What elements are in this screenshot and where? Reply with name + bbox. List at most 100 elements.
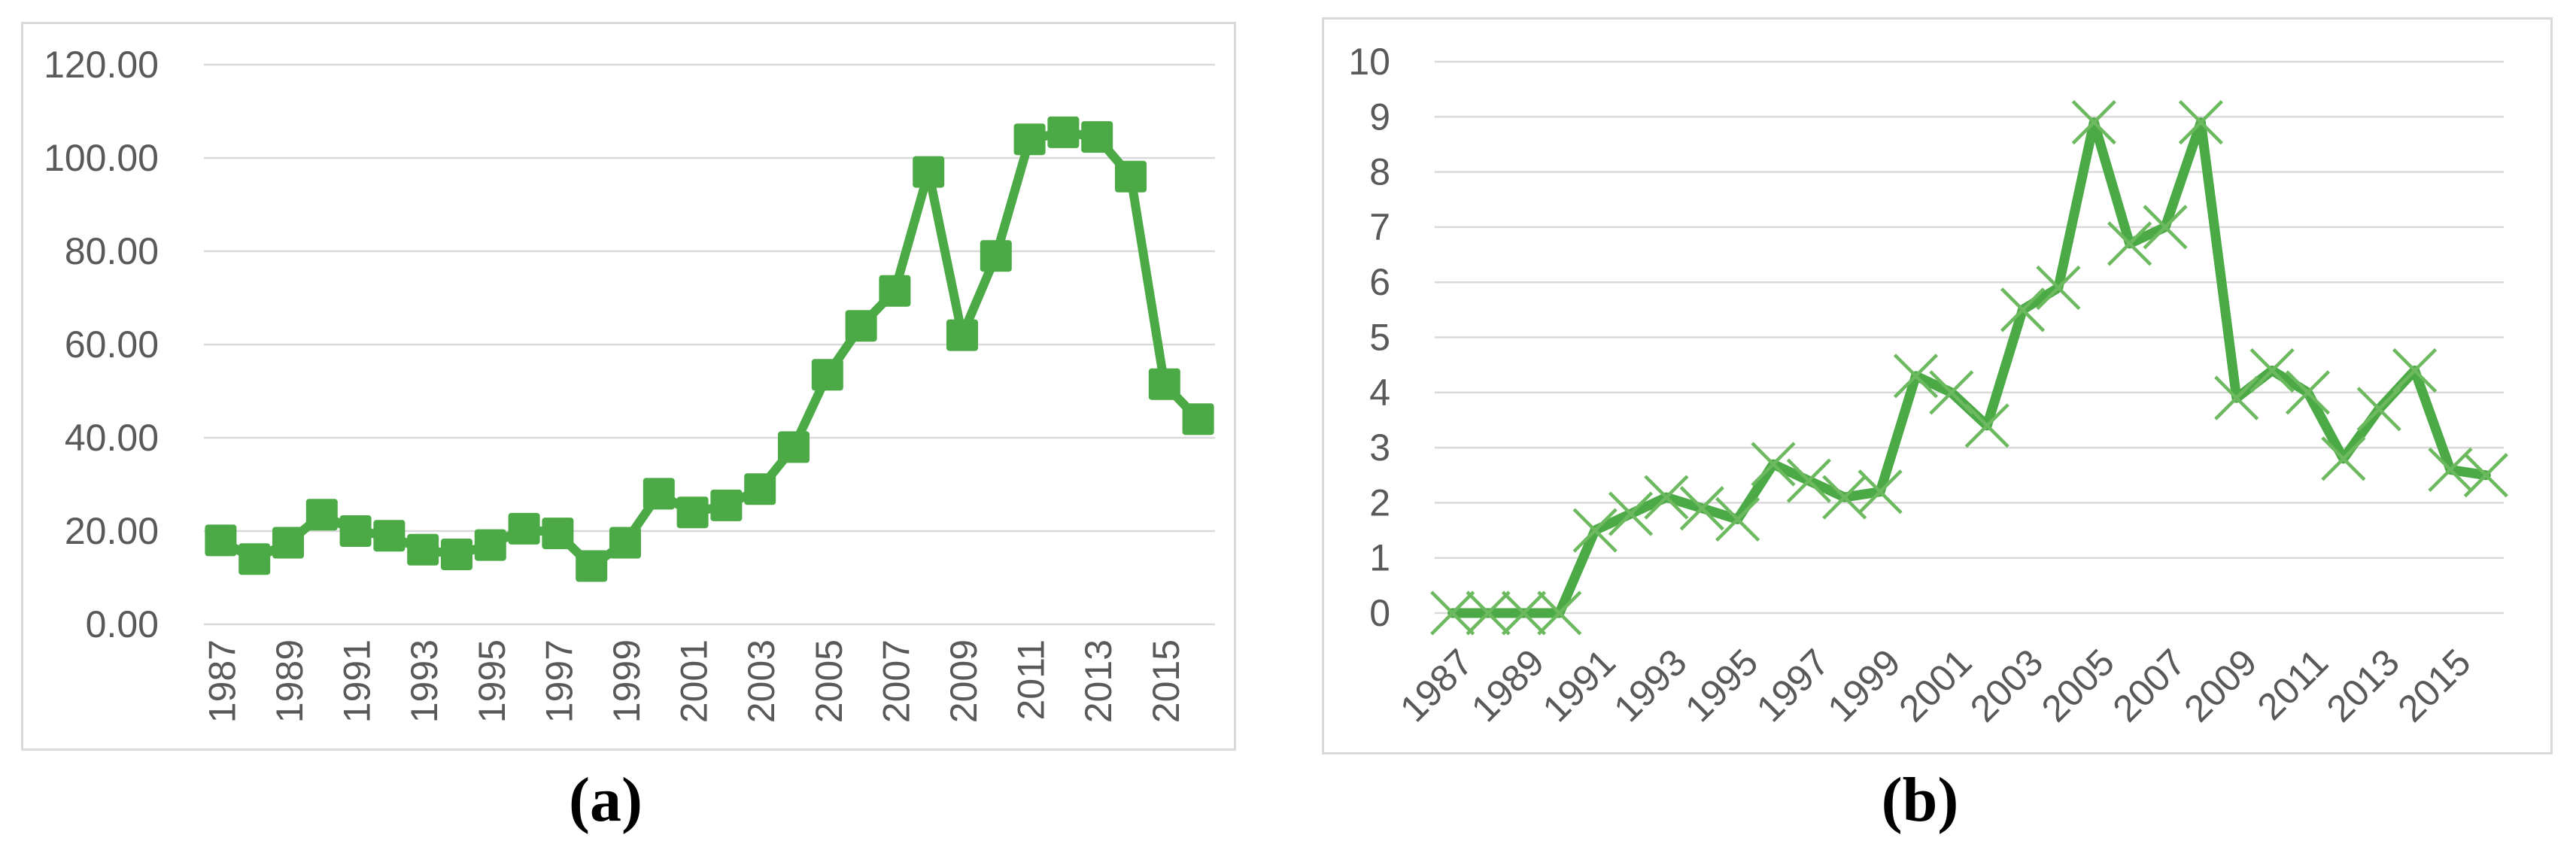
x-tick-1987: 1987 — [201, 639, 243, 723]
y-tick-0.00: 0.00 — [86, 603, 159, 645]
y-tick-60.00: 60.00 — [65, 323, 159, 366]
data-point-1989 — [272, 527, 304, 559]
line-chart-b: 0 1 2 3 4 5 6 7 8 9 10 1987198919911993199519971999… — [1348, 41, 2508, 730]
data-point-2007 — [879, 275, 911, 307]
y-tick-1: 1 — [1369, 537, 1390, 579]
data-point-1999 — [1858, 469, 1903, 515]
data-point-2012 — [1047, 116, 1080, 148]
data-point-2008 — [2178, 100, 2223, 145]
x-tick-2003: 2003 — [740, 639, 782, 723]
data-point-2000 — [1893, 354, 1939, 399]
data-point-2007 — [2143, 205, 2188, 250]
data-point-1989 — [1501, 590, 1547, 636]
x-tick-1989: 1989 — [269, 639, 311, 723]
y-tick-2: 2 — [1369, 481, 1390, 524]
x-tick-1995: 1995 — [471, 639, 513, 723]
data-point-1988 — [1466, 590, 1511, 636]
series-markers — [1430, 100, 2508, 636]
y-tick-120.00: 120.00 — [44, 44, 159, 86]
y-tick-labels: 0.00 20.00 40.00 60.00 80.00 100.00 120.00 — [44, 44, 159, 645]
x-tick-1991: 1991 — [1535, 641, 1624, 730]
data-point-1995 — [1715, 496, 1760, 542]
data-point-1999 — [609, 527, 641, 559]
data-point-1995 — [474, 529, 506, 561]
data-point-2014 — [2392, 348, 2438, 393]
x-tick-2001: 2001 — [673, 639, 715, 723]
y-tick-40.00: 40.00 — [65, 417, 159, 459]
data-point-2000 — [642, 478, 675, 510]
data-point-2016 — [2463, 453, 2508, 498]
data-point-1998 — [576, 550, 608, 582]
data-point-2016 — [1182, 403, 1214, 436]
data-point-1988 — [238, 543, 271, 575]
x-tick-1987: 1987 — [1392, 641, 1481, 730]
x-tick-1995: 1995 — [1677, 641, 1766, 730]
data-point-2002 — [1964, 403, 2009, 448]
data-point-2003 — [2000, 287, 2046, 332]
line-chart-a: 0.00 20.00 40.00 60.00 80.00 100.00 120.00 1987… — [44, 44, 1215, 723]
x-tick-2011: 2011 — [2249, 641, 2337, 728]
data-point-1990 — [1537, 590, 1582, 636]
data-point-1987 — [205, 524, 237, 557]
data-point-2015 — [1148, 368, 1180, 400]
data-point-2006 — [845, 310, 877, 342]
caption-a: (a) — [569, 765, 642, 835]
x-tick-1999: 1999 — [1820, 641, 1909, 730]
x-tick-2003: 2003 — [1962, 641, 2051, 730]
data-point-2011 — [1013, 123, 1046, 156]
x-tick-2001: 2001 — [1891, 641, 1979, 730]
data-point-2004 — [2036, 265, 2081, 311]
x-tick-2011: 2011 — [1010, 639, 1053, 721]
x-tick-2009: 2009 — [943, 639, 985, 723]
x-tick-2007: 2007 — [2105, 641, 2194, 730]
y-gridlines — [1435, 60, 2504, 615]
y-tick-9: 9 — [1369, 96, 1390, 138]
caption-b: (b) — [1881, 765, 1959, 835]
data-point-1996 — [1751, 442, 1796, 487]
x-tick-2013: 2013 — [2319, 641, 2407, 730]
x-tick-2013: 2013 — [1077, 639, 1119, 723]
data-point-1994 — [1679, 486, 1724, 531]
x-tick-2005: 2005 — [2034, 641, 2122, 730]
y-tick-0: 0 — [1369, 592, 1390, 634]
y-tick-5: 5 — [1369, 317, 1390, 359]
x-tick-1993: 1993 — [403, 639, 445, 723]
data-point-1997 — [1786, 458, 1831, 503]
data-point-1994 — [441, 539, 472, 570]
data-point-1992 — [373, 520, 406, 552]
x-tick-1991: 1991 — [336, 639, 378, 723]
data-point-2006 — [2107, 221, 2152, 266]
x-tick-2007: 2007 — [875, 639, 917, 723]
x-tick-1993: 1993 — [1605, 641, 1694, 730]
data-point-2005 — [2071, 100, 2116, 145]
x-tick-2015: 2015 — [2389, 641, 2478, 730]
data-point-2013 — [1081, 121, 1113, 153]
data-point-1987 — [1430, 590, 1475, 636]
y-tick-80.00: 80.00 — [65, 230, 159, 272]
x-tick-labels: 1987198919911993199519971999200120032005… — [1392, 641, 2479, 730]
data-point-2002 — [710, 489, 743, 521]
data-point-2009 — [2214, 375, 2259, 420]
series-markers — [205, 116, 1214, 582]
data-point-2001 — [1929, 370, 1974, 415]
data-point-1990 — [305, 499, 338, 531]
data-point-2014 — [1115, 160, 1147, 193]
data-point-2001 — [676, 496, 709, 529]
y-tick-100.00: 100.00 — [44, 137, 159, 179]
y-tick-3: 3 — [1369, 427, 1390, 469]
y-tick-7: 7 — [1369, 206, 1390, 248]
data-point-2010 — [2249, 348, 2295, 393]
x-tick-1997: 1997 — [1748, 641, 1837, 730]
x-tick-2009: 2009 — [2176, 641, 2265, 730]
x-tick-1999: 1999 — [606, 639, 648, 723]
y-tick-4: 4 — [1369, 372, 1390, 414]
data-point-1991 — [1572, 508, 1618, 553]
data-point-2005 — [811, 359, 843, 391]
data-point-2004 — [778, 431, 810, 463]
data-point-2012 — [2321, 436, 2366, 481]
x-tick-1997: 1997 — [538, 639, 580, 723]
chart-panel-a: 0.00 20.00 40.00 60.00 80.00 100.00 120.00 1987… — [21, 22, 1236, 751]
y-tick-6: 6 — [1369, 261, 1390, 303]
y-tick-labels: 0 1 2 3 4 5 6 7 8 9 10 — [1348, 41, 1390, 634]
